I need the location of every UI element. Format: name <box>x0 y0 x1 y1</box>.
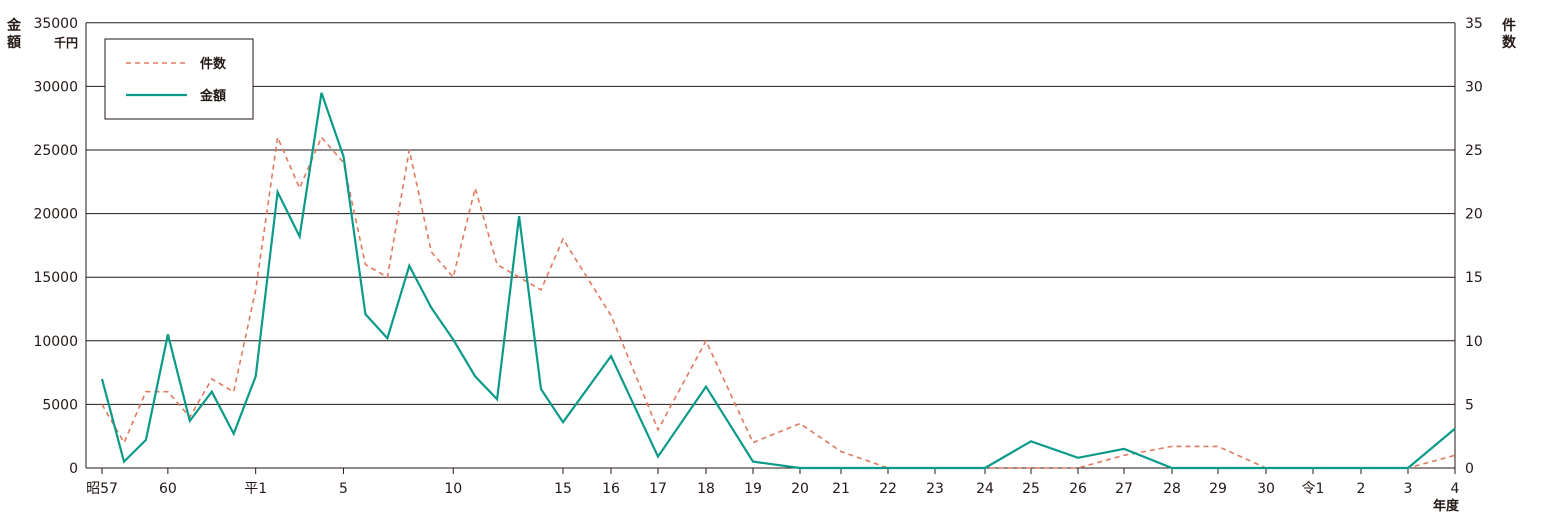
right-axis-title-char: 件 <box>1502 17 1516 34</box>
x-tick-label: 16 <box>602 481 620 497</box>
left-tick-label: 30000 <box>33 79 78 95</box>
left-tick-label: 0 <box>69 461 78 477</box>
x-tick-label: 5 <box>339 481 348 497</box>
right-tick-label: 5 <box>1465 397 1474 413</box>
x-tick-label: 60 <box>159 481 177 497</box>
left-tick-label: 35000 <box>33 16 78 32</box>
x-tick-label: 27 <box>1115 481 1133 497</box>
legend-label: 件数 <box>200 56 227 72</box>
left-tick-label: 10000 <box>33 334 78 350</box>
left-axis-title-char: 額 <box>6 34 21 51</box>
x-tick-label: 24 <box>976 481 994 497</box>
right-tick-label: 20 <box>1465 207 1483 223</box>
x-tick-label: 令1 <box>1302 481 1325 497</box>
x-tick-label: 3 <box>1404 481 1413 497</box>
series-line-amount <box>100 92 1456 470</box>
legend-label: 金額 <box>199 88 226 104</box>
x-tick-label: 2 <box>1357 481 1366 497</box>
x-tick-label: 10 <box>444 481 462 497</box>
left-tick-label: 25000 <box>33 143 78 159</box>
x-tick-label: 15 <box>554 481 572 497</box>
x-tick-label: 18 <box>697 481 715 497</box>
x-tick-label: 29 <box>1209 481 1227 497</box>
left-tick-label: 20000 <box>33 207 78 223</box>
series-line-count <box>101 134 1456 469</box>
left-tick-label: 5000 <box>42 397 78 413</box>
x-tick-label: 23 <box>926 481 944 497</box>
right-axis-title-char: 数 <box>1502 34 1517 51</box>
left-tick-label: 15000 <box>33 270 78 286</box>
right-tick-label: 0 <box>1465 461 1474 477</box>
left-axis-title-char: 金 <box>6 17 22 34</box>
x-tick-label: 平1 <box>244 481 267 497</box>
left-axis-unit: 千円 <box>54 35 78 50</box>
right-tick-label: 10 <box>1465 334 1483 350</box>
right-tick-label: 30 <box>1465 79 1483 95</box>
legend-box <box>104 38 254 120</box>
right-tick-label: 35 <box>1465 16 1483 32</box>
x-tick-label: 30 <box>1257 481 1275 497</box>
right-tick-label: 25 <box>1465 143 1483 159</box>
x-tick-label: 20 <box>791 481 809 497</box>
x-tick-label: 19 <box>744 481 762 497</box>
x-tick-label: 28 <box>1163 481 1181 497</box>
x-tick-label: 26 <box>1069 481 1087 497</box>
x-tick-label: 25 <box>1022 481 1040 497</box>
x-tick-label: 17 <box>649 481 667 497</box>
x-tick-label: 4 <box>1451 481 1460 497</box>
x-axis-title: 年度 <box>1433 498 1460 514</box>
x-tick-label: 昭57 <box>86 481 118 497</box>
right-tick-label: 15 <box>1465 270 1483 286</box>
x-tick-label: 21 <box>832 481 850 497</box>
x-tick-label: 22 <box>879 481 897 497</box>
